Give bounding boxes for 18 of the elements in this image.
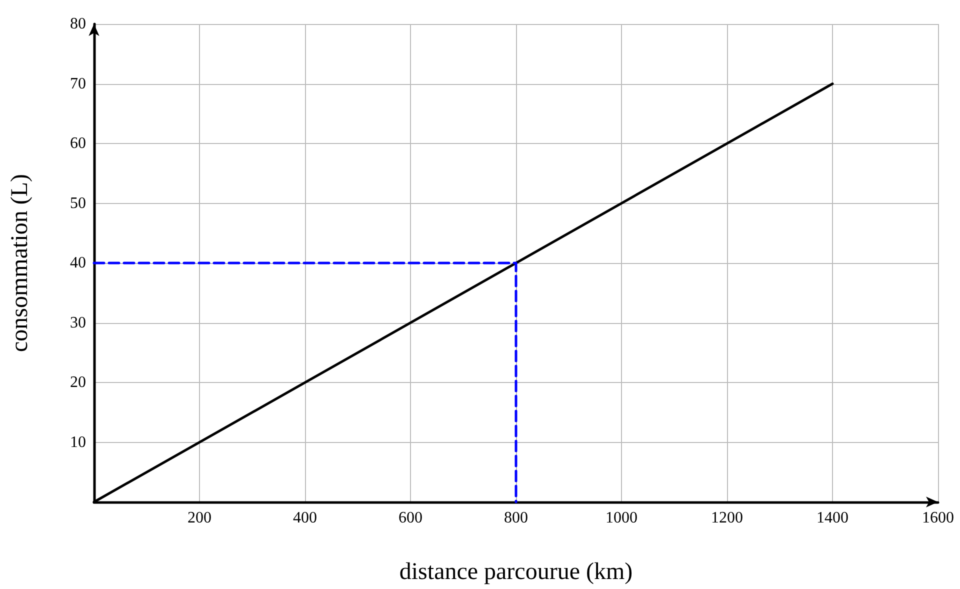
y-tick-label: 30 <box>70 314 86 332</box>
y-tick-label: 20 <box>70 374 86 391</box>
y-tick-label: 50 <box>70 194 86 212</box>
x-tick-label: 600 <box>398 510 422 526</box>
x-tick-label: 400 <box>293 510 317 526</box>
y-tick-label: 80 <box>70 16 86 32</box>
x-tick-label: 1600 <box>922 510 954 526</box>
y-axis-title: consommation (L) <box>7 174 33 352</box>
x-axis-title: distance parcourue (km) <box>399 559 633 585</box>
x-tick-label: 200 <box>188 510 212 526</box>
y-tick-label: 60 <box>70 135 86 152</box>
x-tick-label: 800 <box>504 510 528 526</box>
y-tick-label: 10 <box>70 434 86 451</box>
y-tick-label: 70 <box>70 75 86 92</box>
x-tick-label: 1200 <box>711 510 743 526</box>
x-tick-label: 1400 <box>816 510 848 526</box>
y-tick-label: 40 <box>70 254 86 272</box>
x-tick-label: 1000 <box>606 510 638 526</box>
